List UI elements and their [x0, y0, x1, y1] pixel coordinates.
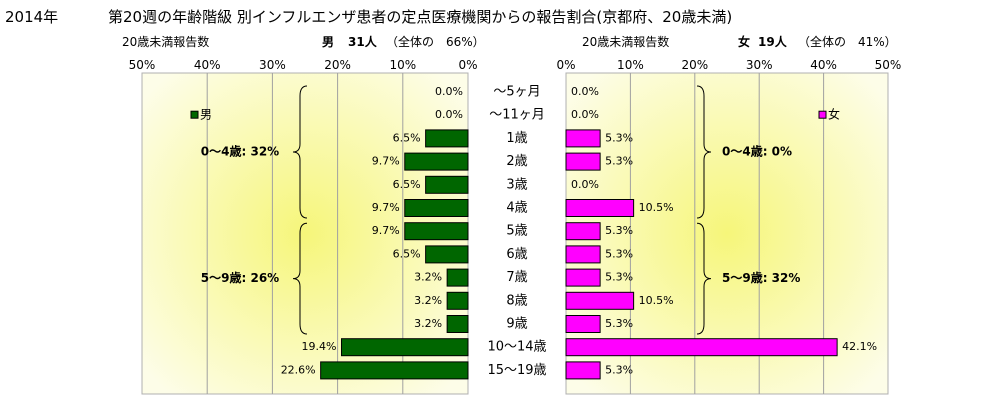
male-value-label: 6.5%: [393, 247, 421, 260]
female-value-label: 5.3%: [605, 224, 633, 237]
female-value-label: 5.3%: [605, 155, 633, 168]
female-bar: [565, 315, 601, 333]
male-value-label: 3.2%: [414, 271, 442, 284]
left-axis-tick: 10%: [389, 58, 417, 72]
female-bar: [565, 245, 601, 264]
right-total: 19人: [758, 35, 787, 49]
female-legend-label: 女: [828, 107, 840, 122]
right-axis-tick: 10%: [617, 58, 644, 72]
female-bar: [565, 338, 838, 357]
female-value-label: 0.0%: [571, 108, 599, 121]
male-5-9-annotation: 5～9歳: 26%: [201, 270, 279, 285]
left-axis-tick: 40%: [193, 58, 221, 72]
right-axis-tick: 0%: [556, 58, 576, 72]
category-label: 3歳: [506, 177, 527, 192]
right-axis-tick: 20%: [681, 58, 709, 72]
right-axis-tick: 50%: [874, 58, 902, 72]
male-value-label: 9.7%: [372, 155, 400, 168]
male-bar: [425, 129, 469, 148]
female-value-label: 5.3%: [605, 363, 633, 376]
left-count-label: 20歳未満報告数: [122, 35, 210, 49]
left-sex-label: 男: [322, 35, 335, 49]
female-value-label: 5.3%: [605, 247, 633, 260]
male-legend-swatch: [190, 110, 199, 119]
male-0-4-annotation: 0～4歳: 32%: [201, 144, 279, 159]
female-value-label: 5.3%: [605, 317, 633, 330]
male-value-label: 0.0%: [435, 108, 463, 121]
female-value-label: 42.1%: [842, 340, 877, 353]
female-brace-0-4: [696, 85, 712, 219]
female-brace-5-9: [696, 222, 712, 335]
male-bar: [341, 338, 469, 357]
female-bar: [565, 129, 601, 148]
category-label: 6歳: [506, 247, 527, 262]
female-value-label: 5.3%: [605, 271, 633, 284]
female-bar: [565, 199, 635, 217]
male-value-label: 6.5%: [393, 178, 421, 191]
left-axis-tick: 50%: [128, 58, 156, 72]
female-bar: [565, 152, 601, 171]
male-value-label: 6.5%: [393, 131, 421, 144]
category-label: 5歳: [506, 224, 527, 239]
right-count-label: 20歳未満報告数: [582, 35, 670, 49]
category-label: 15～19歳: [487, 363, 546, 378]
female-bar: [565, 268, 601, 287]
female-bar: [565, 361, 601, 380]
female-bar: [565, 222, 601, 241]
category-label: 7歳: [506, 270, 527, 285]
male-value-label: 9.7%: [372, 224, 400, 237]
male-bar: [446, 291, 469, 310]
female-0-4-annotation: 0～4歳: 0%: [722, 144, 792, 159]
male-bar: [446, 268, 469, 287]
category-label: 10～14歳: [487, 340, 546, 355]
male-bar: [404, 152, 469, 171]
female-5-9-annotation: 5～9歳: 32%: [722, 270, 800, 285]
category-label: 9歳: [506, 317, 527, 332]
male-value-label: 0.0%: [435, 85, 463, 98]
title-year: 2014年: [5, 8, 59, 26]
female-value-label: 0.0%: [571, 85, 599, 98]
left-axis-tick: 30%: [259, 58, 286, 72]
male-bar: [404, 222, 469, 241]
female-legend-swatch: [818, 110, 827, 119]
category-label: 8歳: [506, 293, 527, 308]
category-label: 1歳: [506, 131, 527, 146]
left-axis-tick: 0%: [458, 58, 478, 72]
female-value-label: 10.5%: [639, 294, 674, 307]
title-text: 第20週の年齢階級 別インフルエンザ患者の定点医療機関からの報告割合(京都府、2…: [108, 8, 733, 26]
male-brace-5-9: [292, 222, 308, 335]
category-label: 2歳: [506, 154, 527, 169]
category-label: ～5ヶ月: [493, 85, 540, 100]
category-label: 4歳: [506, 201, 527, 216]
male-bar: [404, 199, 469, 217]
male-legend-label: 男: [200, 108, 212, 122]
female-value-label: 0.0%: [571, 178, 599, 191]
left-axis-tick: 20%: [324, 58, 351, 72]
female-value-label: 5.3%: [605, 131, 633, 144]
male-value-label: 19.4%: [302, 340, 337, 353]
male-bar: [320, 361, 469, 380]
female-bar: [565, 291, 635, 310]
female-value-label: 10.5%: [639, 201, 674, 214]
male-brace-0-4: [292, 85, 308, 219]
left-share: （全体の 66%）: [386, 35, 485, 49]
male-value-label: 22.6%: [281, 363, 316, 376]
male-value-label: 3.2%: [414, 317, 442, 330]
right-axis-tick: 40%: [810, 58, 837, 72]
male-bar: [425, 245, 469, 264]
category-label: ～11ヶ月: [489, 108, 545, 123]
left-total: 31人: [348, 35, 377, 49]
male-bar: [425, 175, 469, 194]
right-axis-tick: 30%: [745, 58, 773, 72]
right-sex-label: 女: [738, 35, 751, 49]
male-value-label: 3.2%: [414, 294, 442, 307]
male-value-label: 9.7%: [372, 201, 400, 214]
male-bar: [446, 315, 469, 333]
right-share: （全体の 41%）: [798, 35, 897, 49]
